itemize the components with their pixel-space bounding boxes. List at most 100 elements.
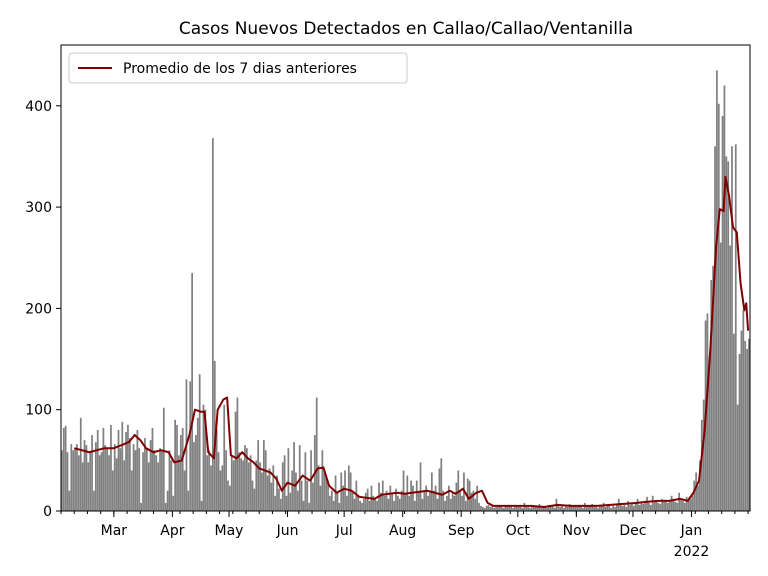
bar xyxy=(398,498,401,511)
bar xyxy=(540,507,543,511)
bar xyxy=(619,502,622,511)
bar xyxy=(438,468,441,511)
bar xyxy=(500,506,503,511)
bar xyxy=(651,495,654,511)
bar xyxy=(672,498,675,511)
bar xyxy=(480,505,482,511)
bar xyxy=(451,492,454,511)
bar xyxy=(353,498,356,511)
bar xyxy=(702,399,705,511)
bar xyxy=(117,429,120,511)
bar xyxy=(276,475,278,511)
y-tick-label: 400 xyxy=(25,99,52,115)
bar xyxy=(315,397,318,511)
bar xyxy=(364,492,367,511)
bar xyxy=(582,507,584,511)
bar xyxy=(155,455,158,511)
bar xyxy=(593,506,596,511)
bar xyxy=(264,450,267,511)
bar xyxy=(232,460,235,511)
bar xyxy=(162,407,165,511)
bar xyxy=(687,500,690,511)
bar xyxy=(700,419,703,511)
bar xyxy=(193,442,195,511)
bar xyxy=(72,450,75,511)
bar xyxy=(493,507,496,511)
bar xyxy=(483,507,486,511)
bar xyxy=(519,505,522,511)
bar xyxy=(657,502,660,511)
bar xyxy=(219,470,222,511)
bar xyxy=(249,455,252,511)
bar xyxy=(338,502,341,511)
bar xyxy=(736,404,739,511)
bar xyxy=(455,482,458,511)
bar xyxy=(189,381,192,511)
x-tick-label: Dec xyxy=(619,523,646,539)
bar xyxy=(517,506,520,511)
bar xyxy=(400,490,403,511)
y-tick-label: 100 xyxy=(25,403,52,419)
bar xyxy=(678,492,681,511)
bar-series xyxy=(61,70,750,512)
bar xyxy=(125,431,127,511)
bar xyxy=(227,480,229,511)
bar xyxy=(181,427,184,511)
bar xyxy=(587,505,590,511)
bar xyxy=(383,495,386,511)
bar xyxy=(304,452,307,511)
bar xyxy=(79,417,82,511)
bar xyxy=(734,144,737,511)
bar xyxy=(595,505,597,511)
bar xyxy=(266,475,269,511)
bar xyxy=(642,503,645,511)
bar xyxy=(627,500,630,511)
bar xyxy=(695,472,697,511)
bar xyxy=(659,503,662,511)
bar xyxy=(245,448,248,511)
bar xyxy=(508,504,511,511)
bar xyxy=(491,505,494,511)
bar xyxy=(164,502,167,511)
bar xyxy=(366,488,369,511)
bar xyxy=(204,409,207,511)
bar xyxy=(631,502,633,511)
x-tick-label: Apr xyxy=(160,523,184,539)
bar xyxy=(576,506,579,511)
bar xyxy=(363,498,365,511)
bar xyxy=(727,161,730,511)
bar xyxy=(161,450,163,511)
bar xyxy=(549,506,552,511)
bar xyxy=(64,425,67,511)
bar xyxy=(187,490,190,511)
bar xyxy=(625,506,628,511)
x-year-label: 2022 xyxy=(674,544,710,560)
bar xyxy=(296,490,299,511)
bar xyxy=(415,480,418,511)
bar xyxy=(66,452,69,511)
bar xyxy=(138,448,141,511)
bar xyxy=(606,505,609,511)
bar xyxy=(89,452,92,511)
bar xyxy=(172,495,175,511)
bar xyxy=(234,411,237,511)
bar xyxy=(93,490,95,511)
bar xyxy=(355,480,358,511)
bar xyxy=(295,472,297,511)
bar xyxy=(423,490,426,511)
bar xyxy=(738,353,741,511)
bar xyxy=(195,435,197,511)
bar xyxy=(512,507,514,511)
bar xyxy=(583,502,586,511)
bar xyxy=(614,506,616,511)
y-tick-label: 0 xyxy=(43,504,52,520)
bar xyxy=(236,397,239,511)
bar xyxy=(166,490,169,511)
bar xyxy=(230,455,233,511)
bar xyxy=(134,450,137,511)
bar xyxy=(223,404,226,511)
bar xyxy=(685,496,688,511)
bar xyxy=(293,442,295,511)
bar xyxy=(387,498,390,511)
bar xyxy=(623,503,626,511)
